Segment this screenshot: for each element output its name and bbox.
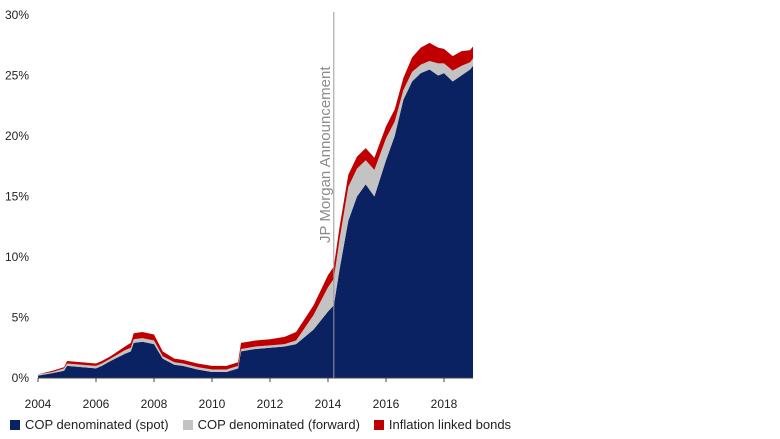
y-tick-label: 15% — [5, 190, 29, 204]
y-tick-label: 20% — [5, 129, 29, 143]
y-tick-label: 25% — [5, 69, 29, 83]
legend-label-inflation: Inflation linked bonds — [388, 417, 512, 432]
x-tick-label: 2004 — [25, 397, 52, 411]
legend-item-spot: COP denominated (spot) — [10, 417, 169, 432]
y-tick-label: 5% — [12, 311, 30, 325]
x-tick-label: 2018 — [431, 397, 458, 411]
legend-item-inflation: Inflation linked bonds — [373, 417, 512, 432]
legend-swatch-forward — [182, 419, 193, 430]
jp-morgan-announcement-label: JP Morgan Announcement — [317, 66, 334, 243]
area-series-0 — [38, 65, 473, 378]
y-tick-label: 30% — [5, 8, 29, 22]
area-layers — [38, 42, 473, 378]
x-tick-label: 2012 — [257, 397, 284, 411]
legend-swatch-spot — [10, 419, 20, 430]
x-tick-label: 2010 — [199, 397, 226, 411]
y-axis-ticks: 0% 5% 10% 15% 20% 25% 30% — [5, 8, 29, 385]
x-tick-label: 2008 — [141, 397, 168, 411]
legend: COP denominated (spot) COP denominated (… — [10, 417, 511, 432]
x-axis-ticks: 2004 2006 2008 2010 2012 2014 2016 2018 — [25, 378, 458, 411]
legend-item-forward: COP denominated (forward) — [182, 417, 360, 432]
legend-label-forward: COP denominated (forward) — [197, 417, 360, 432]
x-tick-label: 2014 — [315, 397, 342, 411]
x-tick-label: 2006 — [83, 397, 110, 411]
legend-label-spot: COP denominated (spot) — [25, 417, 169, 432]
x-tick-label: 2016 — [373, 397, 400, 411]
y-tick-label: 10% — [5, 250, 29, 264]
y-tick-label: 0% — [12, 371, 30, 385]
legend-swatch-inflation — [373, 419, 384, 430]
